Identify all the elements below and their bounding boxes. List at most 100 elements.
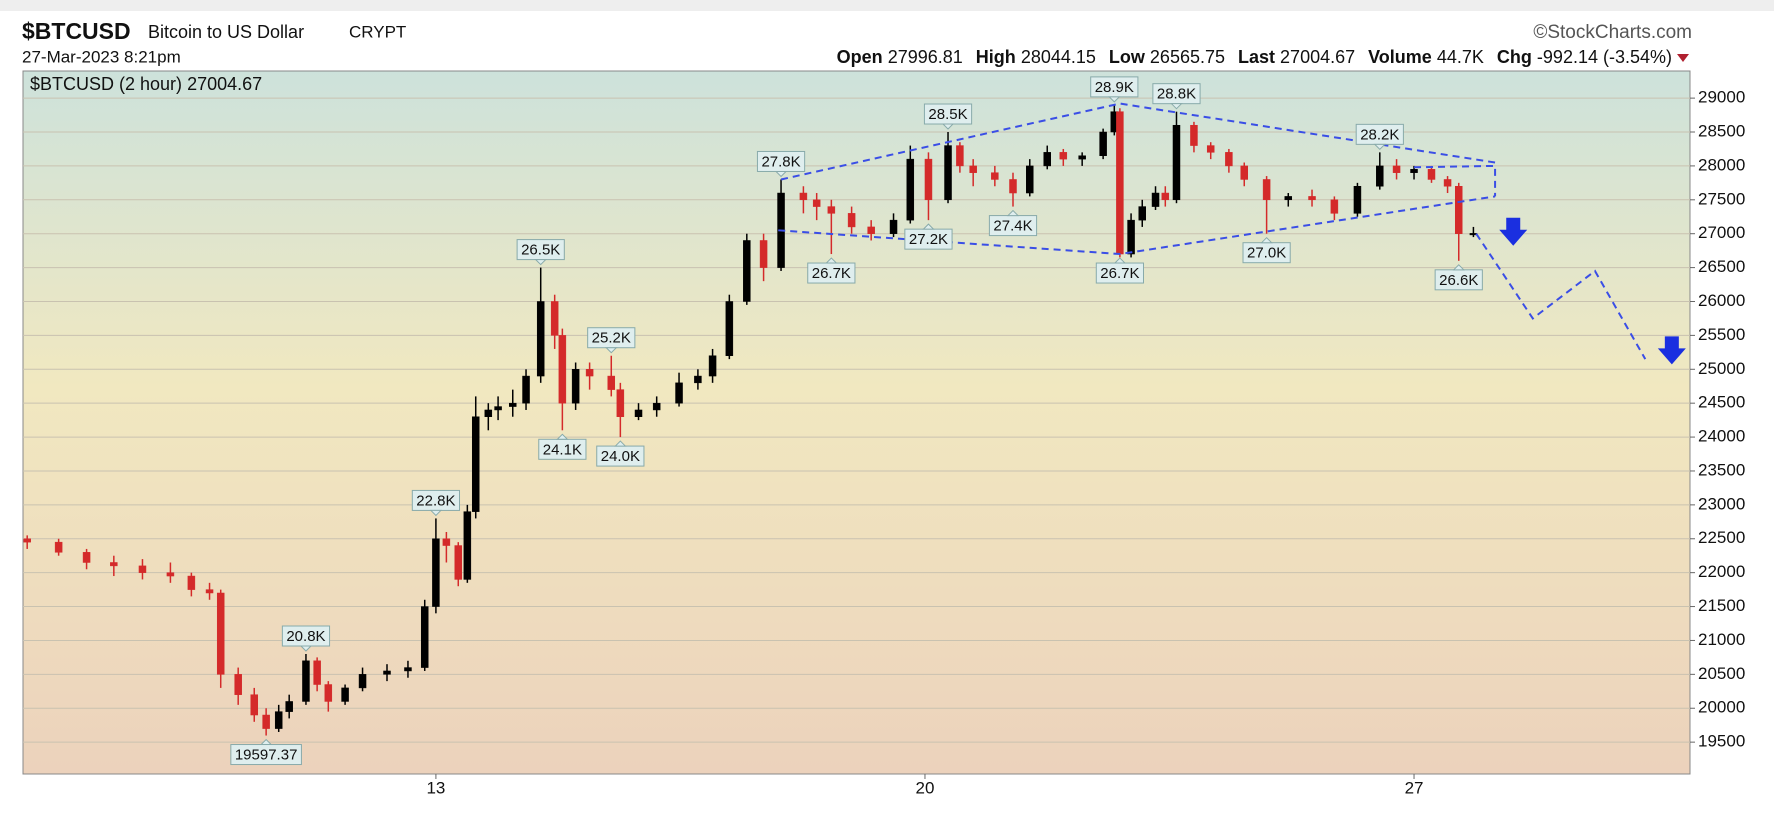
- candle-body: [944, 145, 952, 201]
- y-tick-label: 22000: [1698, 562, 1745, 581]
- annotation-pointer: [1108, 96, 1121, 103]
- legend: $BTCUSD (2 hour) 27004.67: [30, 74, 262, 94]
- plot-layer: 19597.37 20.8K 22.8K 26.5K 24.1K 25.2K 24.0K 27…: [23, 76, 1690, 766]
- candle-body: [969, 165, 977, 173]
- candle-body: [471, 416, 480, 512]
- candle-body: [743, 240, 751, 302]
- annotation-label: 22.8K: [416, 492, 455, 509]
- plot-area: [22, 70, 1691, 775]
- annotation-pointer: [605, 347, 618, 354]
- last-value: 27004.67: [1280, 47, 1355, 67]
- y-tick-label: 25500: [1698, 325, 1745, 344]
- open-label: Open: [837, 47, 883, 67]
- legend-series: $BTCUSD (2 hour): [30, 74, 182, 94]
- candle-body: [1043, 152, 1051, 167]
- candle-body: [558, 335, 567, 404]
- y-tick-label: 26000: [1698, 291, 1745, 310]
- annotation-label: 28.5K: [928, 106, 967, 123]
- candle-body: [1190, 124, 1198, 146]
- candle-body: [616, 389, 625, 417]
- candle-body: [166, 572, 175, 577]
- annotation-pointer: [1006, 209, 1020, 217]
- candle-body: [110, 562, 118, 567]
- candle-body: [205, 589, 214, 594]
- candle-body: [1138, 206, 1147, 221]
- annotation-label: 24.0K: [601, 448, 640, 465]
- y-tick-label: 24500: [1698, 393, 1745, 412]
- annotation-label: 27.2K: [909, 231, 948, 248]
- annotation-label: 19597.37: [235, 747, 298, 764]
- candle-body: [634, 409, 643, 417]
- candle-body: [1009, 179, 1017, 194]
- annotation-label: 28.2K: [1360, 126, 1399, 143]
- y-tick-label: 23000: [1698, 494, 1745, 513]
- annotation-label: 26.7K: [1100, 265, 1139, 282]
- annotation-pointer: [941, 123, 955, 130]
- candle-body: [1225, 152, 1233, 167]
- candle-body: [1392, 165, 1401, 173]
- candle-body: [759, 240, 768, 268]
- candle-body: [675, 382, 683, 404]
- title: Bitcoin to US Dollar: [148, 22, 304, 42]
- y-tick-label: 28500: [1698, 121, 1745, 140]
- candle-body: [799, 192, 808, 201]
- candle-body: [1059, 152, 1068, 160]
- candle-body: [404, 667, 412, 672]
- change-value: -992.14 (-3.54%): [1537, 47, 1672, 67]
- candle-body: [324, 684, 333, 702]
- candle-body: [991, 172, 999, 180]
- candle-body: [463, 511, 472, 580]
- annotation-pointer: [1373, 143, 1387, 151]
- quote-line: Open 27996.81 High 28044.15 Low 26565.75…: [837, 47, 1672, 67]
- change-label: Chg: [1497, 47, 1532, 67]
- annotation-pointer: [1452, 264, 1465, 271]
- annotation-pointer: [922, 223, 935, 230]
- candle-body: [432, 538, 440, 607]
- candle-body: [341, 687, 349, 702]
- candle-body: [1410, 169, 1418, 173]
- candle-body: [571, 369, 580, 404]
- change-down-icon: [1677, 54, 1689, 62]
- exchange: CRYPT: [349, 22, 406, 41]
- x-tick-label: 13: [426, 778, 445, 797]
- open-value: 27996.81: [888, 47, 963, 67]
- y-tick-label: 21500: [1698, 596, 1745, 615]
- candle-body: [138, 565, 147, 573]
- candle-body: [1127, 219, 1135, 255]
- candle-body: [652, 402, 661, 411]
- candle-body: [1078, 155, 1086, 160]
- candle-body: [550, 301, 559, 336]
- candle-body: [1116, 111, 1124, 255]
- candle-body: [262, 714, 270, 729]
- candle-body: [1376, 165, 1384, 187]
- volume-value: 44.7K: [1437, 47, 1484, 67]
- high-label: High: [976, 47, 1016, 67]
- candle-body: [358, 674, 367, 689]
- candle-body: [509, 402, 517, 407]
- top-bar: [0, 0, 1774, 11]
- trendline: [1414, 164, 1497, 197]
- down-arrow: [1657, 336, 1686, 365]
- candle-body: [1026, 165, 1034, 194]
- candle-body: [1330, 199, 1339, 214]
- candle-body: [906, 158, 915, 221]
- annotation-pointer: [825, 257, 838, 264]
- candle-body: [54, 541, 63, 553]
- annotation-label: 26.7K: [812, 265, 851, 282]
- y-tick-label: 20000: [1698, 698, 1745, 717]
- y-tick-label: 24000: [1698, 427, 1745, 446]
- source: ©StockCharts.com: [1533, 22, 1692, 43]
- candle-body: [1099, 131, 1107, 156]
- candle-body: [442, 538, 451, 546]
- y-tick-label: 28000: [1698, 155, 1745, 174]
- candle-body: [694, 375, 702, 384]
- candle-body: [187, 575, 196, 590]
- down-arrow: [1499, 217, 1528, 246]
- y-tick-label: 29000: [1698, 88, 1745, 107]
- annotation-label: 26.5K: [521, 242, 560, 259]
- candle-body: [956, 145, 964, 167]
- candle-body: [725, 301, 734, 356]
- candle-body: [1427, 169, 1436, 180]
- candle-body: [1454, 185, 1463, 234]
- candle-body: [536, 301, 545, 377]
